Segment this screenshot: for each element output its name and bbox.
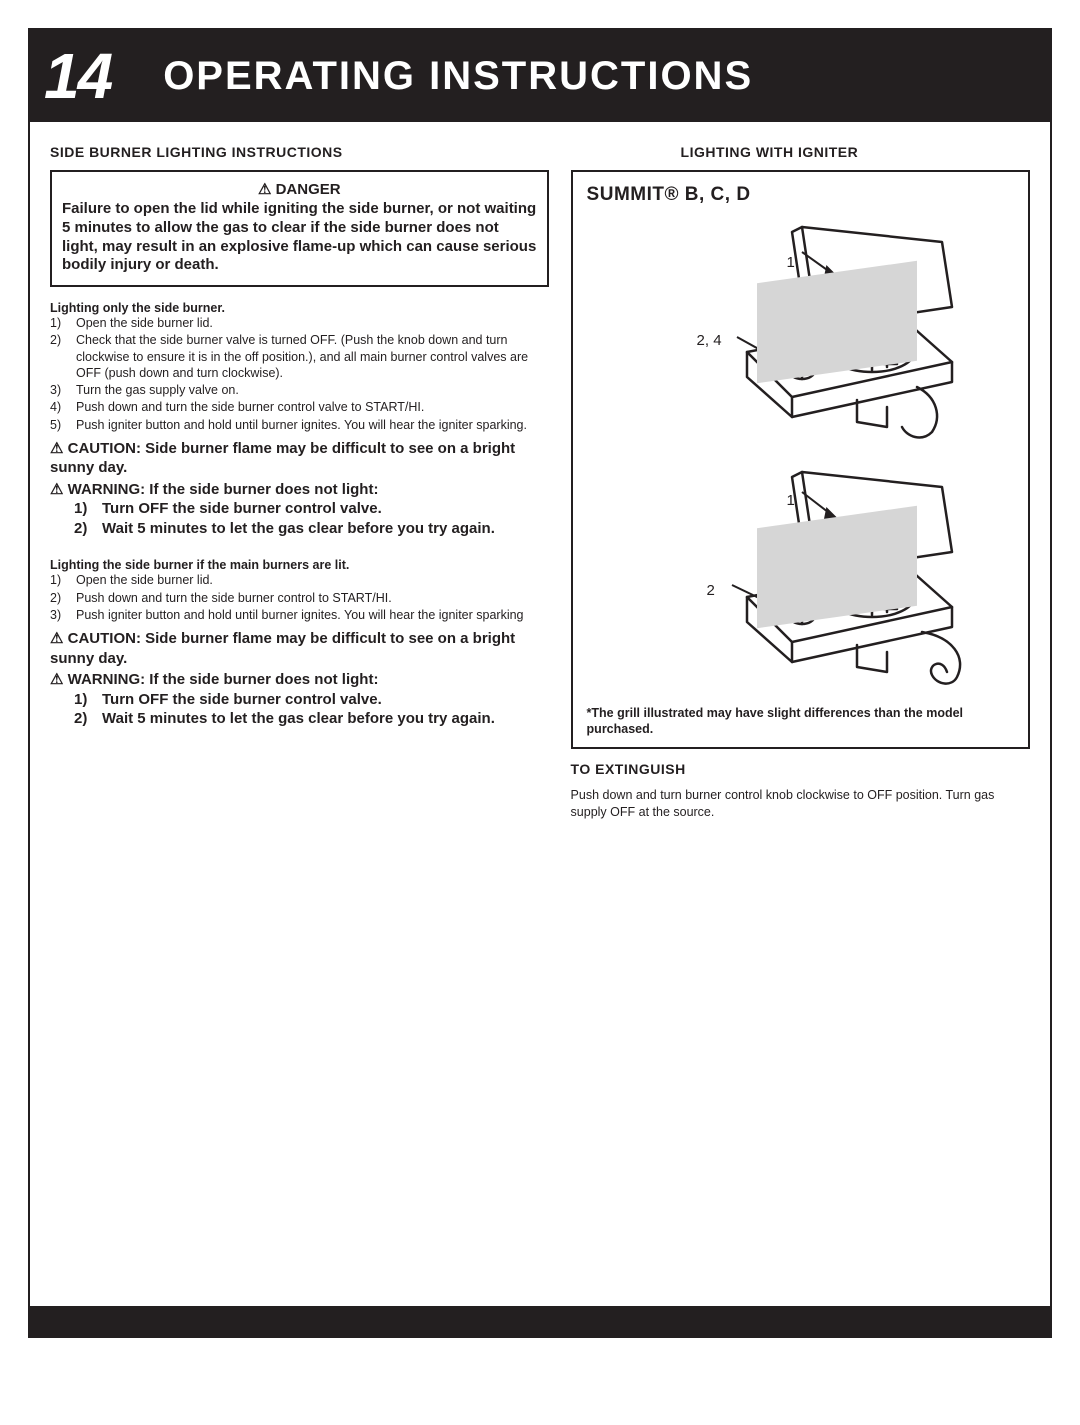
sub2-steps: Open the side burner lid. Push down and … <box>50 572 549 623</box>
right-column: LIGHTING WITH IGNITER SUMMIT® B, C, D 1 … <box>571 144 1030 820</box>
caution1: ⚠ CAUTION: Side burner flame may be diff… <box>50 439 549 478</box>
list-item: Push down and turn the side burner contr… <box>50 590 549 606</box>
left-section-heading: SIDE BURNER LIGHTING INSTRUCTIONS <box>50 144 549 160</box>
list-item: Open the side burner lid. <box>50 315 549 331</box>
page-number: 14 <box>44 39 111 113</box>
warning1-intro: ⚠ WARNING: If the side burner does not l… <box>50 480 549 500</box>
content: SIDE BURNER LIGHTING INSTRUCTIONS ⚠ DANG… <box>30 122 1050 820</box>
list-item: Turn OFF the side burner control valve. <box>74 690 549 710</box>
header-title: OPERATING INSTRUCTIONS <box>163 54 753 99</box>
diagram-box: SUMMIT® B, C, D 1 2, 4 <box>571 170 1030 749</box>
list-item: Turn the gas supply valve on. <box>50 382 549 398</box>
extinguish-text: Push down and turn burner control knob c… <box>571 787 1030 820</box>
list-item: Turn OFF the side burner control valve. <box>74 499 549 519</box>
caution2: ⚠ CAUTION: Side burner flame may be diff… <box>50 629 549 668</box>
danger-box: ⚠ DANGER Failure to open the lid while i… <box>50 170 549 287</box>
list-item: Wait 5 minutes to let the gas clear befo… <box>74 709 549 729</box>
left-column: SIDE BURNER LIGHTING INSTRUCTIONS ⚠ DANG… <box>50 144 549 820</box>
diagram-top: 1 2, 4 <box>587 212 1014 457</box>
danger-title: ⚠ DANGER <box>62 180 537 198</box>
right-section-heading: LIGHTING WITH IGNITER <box>571 144 1030 160</box>
sub1-heading: Lighting only the side burner. <box>50 301 549 315</box>
sub1-steps: Open the side burner lid. Check that the… <box>50 315 549 433</box>
extinguish-heading: TO EXTINGUISH <box>571 761 1030 777</box>
header-bar: 14 OPERATING INSTRUCTIONS <box>30 30 1050 122</box>
diagram-illustration <box>707 457 967 687</box>
list-item: Open the side burner lid. <box>50 572 549 588</box>
warning2-intro: ⚠ WARNING: If the side burner does not l… <box>50 670 549 690</box>
warning1-steps: Turn OFF the side burner control valve. … <box>50 499 549 538</box>
diagram-title: SUMMIT® B, C, D <box>587 184 1014 206</box>
warning2-steps: Turn OFF the side burner control valve. … <box>50 690 549 729</box>
list-item: Check that the side burner valve is turn… <box>50 332 549 381</box>
list-item: Wait 5 minutes to let the gas clear befo… <box>74 519 549 539</box>
sub2-heading: Lighting the side burner if the main bur… <box>50 558 549 572</box>
diagram-footnote: *The grill illustrated may have slight d… <box>587 706 1014 737</box>
diagram-illustration <box>707 212 967 442</box>
page-frame: 14 OPERATING INSTRUCTIONS SIDE BURNER LI… <box>28 28 1052 1338</box>
danger-text: Failure to open the lid while igniting t… <box>62 200 537 275</box>
footer-bar <box>30 1306 1050 1336</box>
list-item: Push igniter button and hold until burne… <box>50 417 549 433</box>
list-item: Push igniter button and hold until burne… <box>50 607 549 623</box>
list-item: Push down and turn the side burner contr… <box>50 399 549 415</box>
diagram-bottom: 1 2 <box>587 457 1014 702</box>
